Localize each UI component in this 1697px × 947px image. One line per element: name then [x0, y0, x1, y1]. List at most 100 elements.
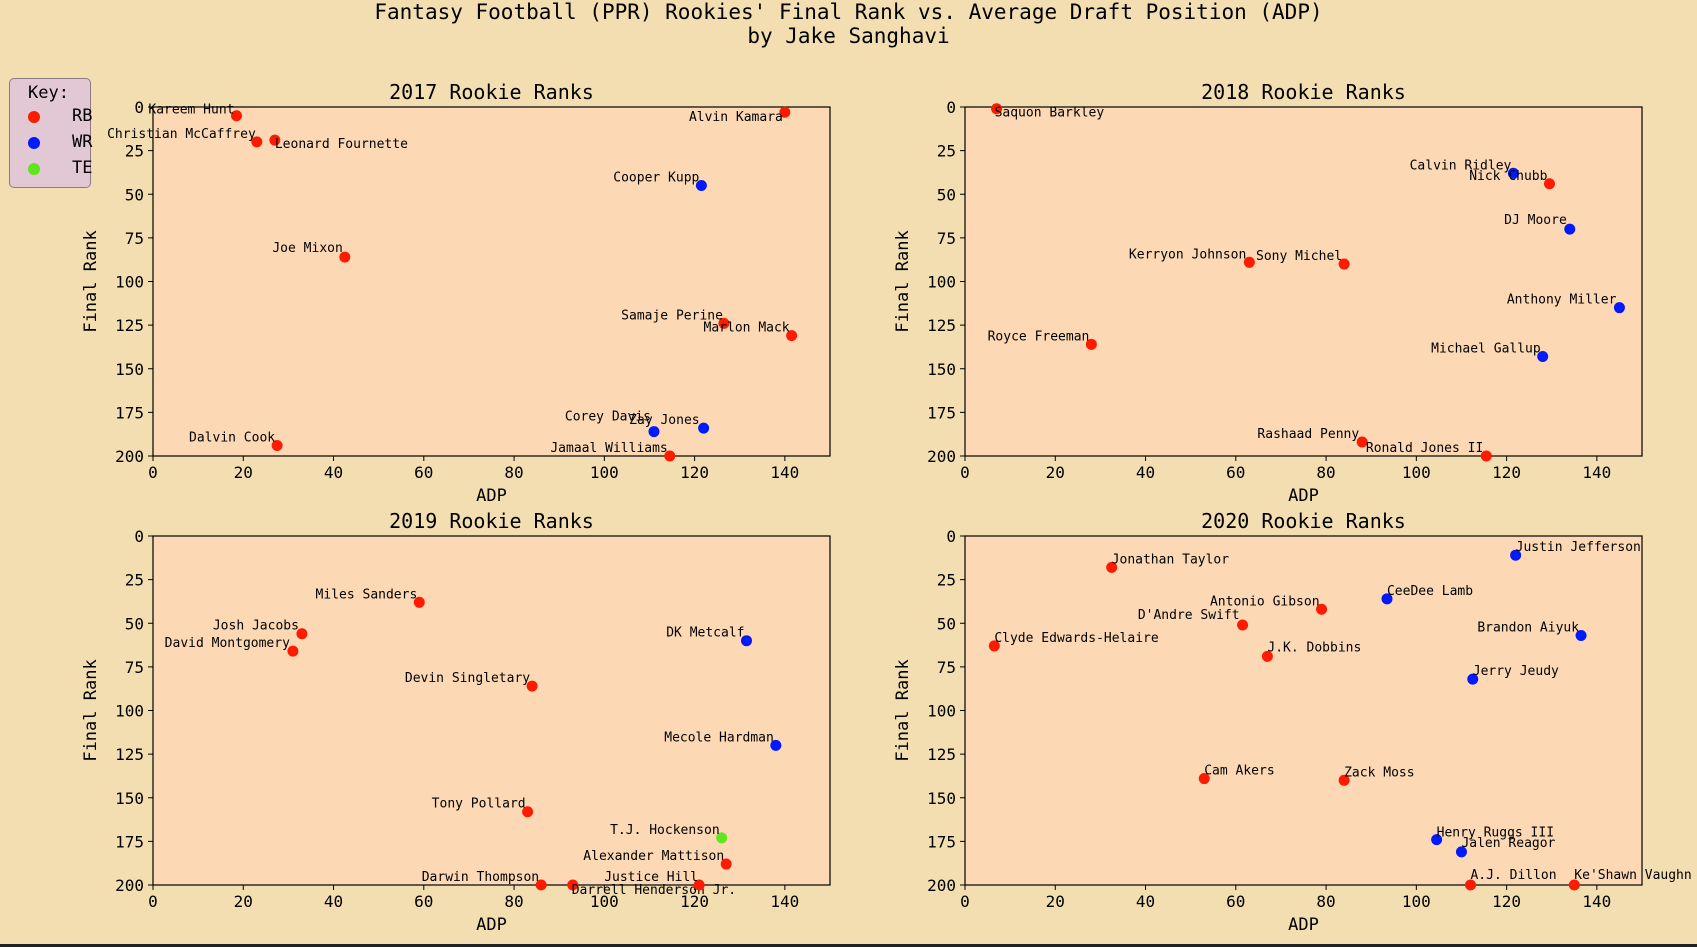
y-axis-label-2017: Final Rank — [81, 230, 101, 332]
y-tick-label: 150 — [115, 360, 144, 379]
y-tick-label: 75 — [937, 658, 956, 677]
point-jerry-jeudy — [1467, 673, 1479, 685]
y-tick-label: 175 — [927, 832, 956, 851]
point-rashaad-penny — [1356, 436, 1368, 448]
x-tick-label: 80 — [1316, 463, 1335, 482]
x-tick-label: 20 — [234, 463, 253, 482]
y-axis-label-2020: Final Rank — [893, 659, 913, 761]
y-tick-label: 50 — [937, 614, 956, 633]
y-tick-label: 50 — [125, 614, 144, 633]
point-label-rashaad-penny: Rashaad Penny — [1257, 427, 1359, 442]
point-t-j-hockenson — [716, 832, 728, 844]
y-tick-label: 175 — [115, 832, 144, 851]
point-henry-ruggs-iii — [1431, 834, 1443, 846]
point-label-darrell-henderson-jr: Darrell Henderson Jr. — [572, 883, 736, 898]
y-tick-label: 125 — [927, 316, 956, 335]
y-tick-label: 150 — [927, 789, 956, 808]
point-label-zack-moss: Zack Moss — [1344, 765, 1414, 780]
y-tick-label: 75 — [125, 658, 144, 677]
point-jalen-reagor — [1455, 846, 1467, 858]
point-label-dalvin-cook: Dalvin Cook — [189, 431, 275, 446]
point-corey-davis — [648, 426, 660, 438]
legend-marker-rb — [28, 111, 40, 123]
point-label-dk-metcalf: DK Metcalf — [666, 626, 744, 641]
x-tick-label: 140 — [770, 892, 799, 911]
x-tick-label: 80 — [504, 463, 523, 482]
point-mecole-hardman — [770, 739, 782, 751]
x-tick-label: 100 — [590, 463, 619, 482]
point-label-devin-singletary: Devin Singletary — [405, 671, 530, 686]
point-david-montgomery — [287, 645, 299, 657]
point-tony-pollard — [522, 806, 534, 818]
x-tick-label: 80 — [1316, 892, 1335, 911]
y-tick-label: 100 — [927, 702, 956, 721]
point-kerryon-johnson — [1243, 256, 1255, 268]
x-tick-label: 120 — [680, 892, 709, 911]
point-ronald-jones-ii — [1480, 450, 1492, 462]
x-axis-label-2017: ADP — [476, 486, 507, 506]
x-tick-label: 0 — [960, 892, 970, 911]
chart-2019: 2019 Rookie Ranks 0 20 40 60 80 100 120 140 0 25 50… — [81, 509, 831, 935]
point-clyde-edwards-helaire — [988, 640, 1000, 652]
point-saquon-barkley — [991, 103, 1003, 115]
point-samaje-perine — [718, 317, 730, 329]
point-josh-jacobs — [296, 628, 308, 640]
x-tick-label: 20 — [234, 892, 253, 911]
point-kareem-hunt — [230, 110, 242, 122]
point-michael-gallup — [1537, 351, 1549, 363]
x-tick-label: 40 — [324, 892, 343, 911]
point-label-clyde-edwards-helaire: Clyde Edwards-Helaire — [994, 631, 1159, 646]
y-tick-label: 100 — [115, 273, 144, 292]
point-label-justice-hill: Justice Hill — [604, 870, 698, 885]
point-alexander-mattison — [720, 858, 732, 870]
x-tick-label: 100 — [590, 892, 619, 911]
y-tick-label: 0 — [134, 527, 144, 546]
x-tick-label: 100 — [1402, 892, 1431, 911]
point-label-t-j-hockenson: T.J. Hockenson — [610, 823, 720, 838]
point-label-samaje-perine: Samaje Perine — [621, 308, 723, 323]
point-christian-mccaffrey — [251, 136, 263, 148]
point-label-jonathan-taylor: Jonathan Taylor — [1112, 552, 1230, 567]
y-axis-label-2018: Final Rank — [893, 230, 913, 332]
point-label-jerry-jeudy: Jerry Jeudy — [1473, 664, 1559, 679]
chart-title-2020: 2020 Rookie Ranks — [1201, 509, 1406, 533]
point-anthony-miller — [1613, 302, 1625, 314]
point-label-kerryon-johnson: Kerryon Johnson — [1129, 247, 1246, 262]
y-tick-label: 200 — [115, 876, 144, 895]
y-tick-label: 0 — [946, 98, 956, 117]
x-axis-label-2019: ADP — [476, 915, 507, 935]
point-label-d-andre-swift: D'Andre Swift — [1138, 608, 1240, 623]
point-leonard-fournette — [269, 134, 281, 146]
legend-label-rb: RB — [72, 106, 93, 126]
point-cam-akers — [1198, 773, 1210, 785]
point-ceedee-lamb — [1381, 593, 1393, 605]
point-label-saquon-barkley: Saquon Barkley — [995, 106, 1105, 121]
y-tick-label: 0 — [946, 527, 956, 546]
point-label-royce-freeman: Royce Freeman — [988, 329, 1090, 344]
x-axis-label-2020: ADP — [1288, 915, 1319, 935]
point-label-jalen-reagor: Jalen Reagor — [1461, 836, 1555, 851]
chart-title-2019: 2019 Rookie Ranks — [389, 509, 594, 533]
x-tick-label: 40 — [1136, 463, 1155, 482]
x-tick-label: 60 — [1226, 463, 1245, 482]
y-tick-label: 25 — [937, 142, 956, 161]
plot-area-2019 — [152, 535, 831, 886]
point-royce-freeman — [1085, 338, 1097, 350]
x-tick-label: 60 — [414, 892, 433, 911]
y-tick-label: 125 — [115, 745, 144, 764]
point-label-dj-moore: DJ Moore — [1504, 213, 1567, 228]
point-miles-sanders — [413, 596, 425, 608]
x-axis-label-2018: ADP — [1288, 486, 1319, 506]
chart-title-2018: 2018 Rookie Ranks — [1201, 80, 1406, 104]
point-ke-shawn-vaughn — [1568, 879, 1580, 891]
point-label-christian-mccaffrey: Christian McCaffrey — [107, 127, 256, 142]
point-label-zay-jones: Zay Jones — [629, 413, 699, 428]
point-cooper-kupp — [695, 180, 707, 192]
x-tick-label: 40 — [324, 463, 343, 482]
x-tick-label: 0 — [148, 463, 158, 482]
point-d-andre-swift — [1237, 619, 1249, 631]
chart-2020: 2020 Rookie Ranks 0 20 40 60 80 100 120 140 0 25 50… — [893, 509, 1692, 935]
bottom-border — [0, 944, 1697, 947]
y-tick-label: 75 — [937, 229, 956, 248]
chart-title-2017: 2017 Rookie Ranks — [389, 80, 594, 104]
